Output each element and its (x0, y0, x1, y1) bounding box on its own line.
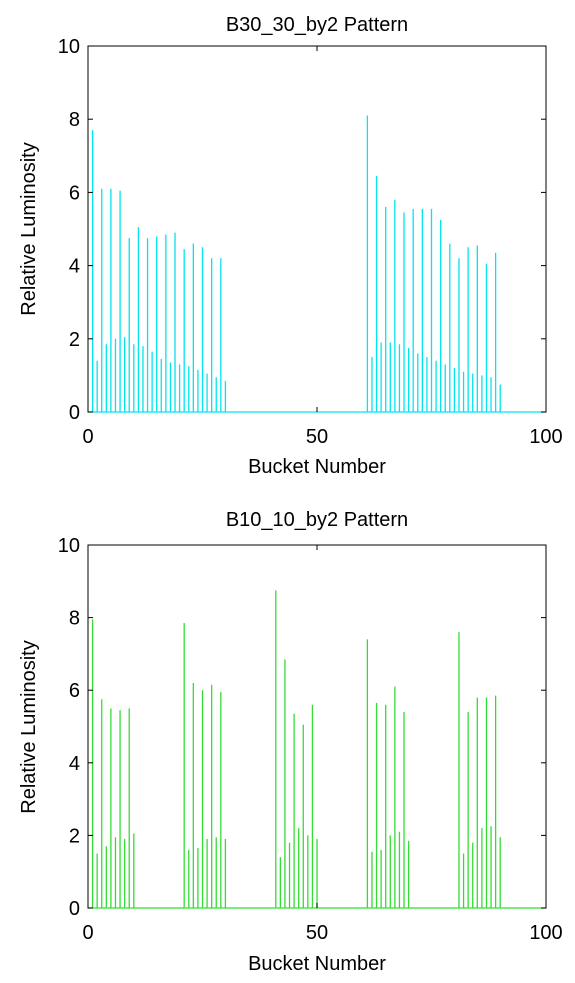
plot-area (87, 45, 547, 413)
x-tick-label: 50 (306, 426, 328, 448)
x-tick-label: 100 (529, 922, 562, 944)
stem-series (88, 590, 546, 909)
x-tick-label: 100 (529, 426, 562, 448)
stem-series (88, 115, 546, 413)
y-tick-label: 6 (69, 680, 80, 702)
y-tick-label: 8 (69, 608, 80, 630)
y-tick-label: 4 (69, 256, 80, 278)
chart-title: B10_10_by2 Pattern (226, 509, 408, 531)
y-tick-label: 4 (69, 753, 80, 775)
x-tick-label: 0 (82, 426, 93, 448)
y-tick-label: 0 (69, 898, 80, 920)
x-axis-label: Bucket Number (248, 953, 386, 975)
x-tick-label: 0 (82, 922, 93, 944)
x-tick-label: 50 (306, 922, 328, 944)
y-tick-label: 2 (69, 825, 80, 847)
y-axis-label: Relative Luminosity (18, 640, 40, 813)
y-tick-label: 2 (69, 329, 80, 351)
chart-title: B30_30_by2 Pattern (226, 14, 408, 36)
y-axis-label: Relative Luminosity (18, 142, 40, 315)
y-tick-label: 8 (69, 109, 80, 131)
y-tick-label: 0 (69, 402, 80, 424)
x-axis-label: Bucket Number (248, 456, 386, 478)
y-tick-label: 10 (58, 535, 80, 557)
y-tick-label: 6 (69, 182, 80, 204)
y-tick-label: 10 (58, 36, 80, 58)
